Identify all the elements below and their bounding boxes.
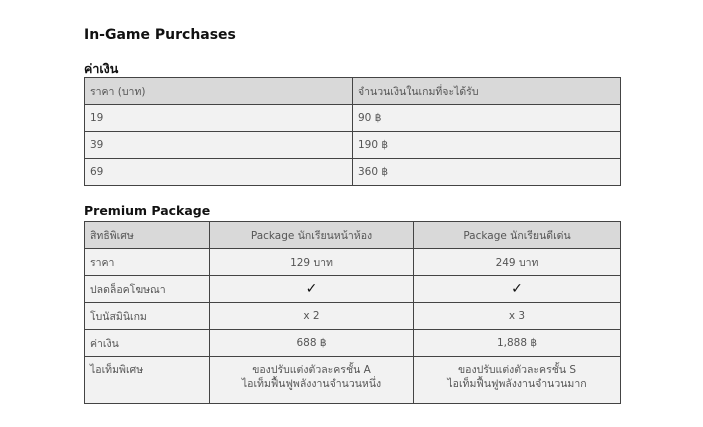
cell: ของปรับแต่งตัวละครชั้น S ไอเท็มฟื้นฟูพลัง…	[413, 356, 621, 404]
premium-table: สิทธิพิเศษ Package นักเรียนหน้าห้อง Packag…	[84, 221, 621, 404]
cell: 69	[84, 158, 353, 186]
cell: ค่าเงิน	[84, 329, 210, 357]
cell: 19	[84, 104, 353, 132]
item-line: ของปรับแต่งตัวละครชั้น S	[457, 364, 577, 376]
table-row: 19 90 ฿	[84, 104, 621, 132]
header-package-b: Package นักเรียนดีเด่น	[413, 221, 621, 249]
check-icon: ✓	[209, 275, 414, 303]
premium-heading: Premium Package	[84, 203, 211, 218]
check-icon: ✓	[413, 275, 621, 303]
cell: 129 บาท	[209, 248, 414, 276]
cell: x 2	[209, 302, 414, 330]
cell: ไอเท็มพิเศษ	[84, 356, 210, 404]
cell: 90 ฿	[352, 104, 621, 132]
cell: 249 บาท	[413, 248, 621, 276]
currency-heading: ค่าเงิน	[84, 61, 119, 76]
table-row: ไอเท็มพิเศษ ของปรับแต่งตัวละครชั้น A ไอเท…	[84, 356, 621, 404]
page-title: In-Game Purchases	[84, 27, 236, 43]
table-row: 39 190 ฿	[84, 131, 621, 159]
table-row: ปลดล็อคโฆษณา ✓ ✓	[84, 275, 621, 303]
item-line: ไอเท็มฟื้นฟูพลังงานจำนวนมาก	[447, 378, 587, 390]
table-row: ค่าเงิน 688 ฿ 1,888 ฿	[84, 329, 621, 357]
header-privilege: สิทธิพิเศษ	[84, 221, 210, 249]
cell: 1,888 ฿	[413, 329, 621, 357]
cell: x 3	[413, 302, 621, 330]
cell: 360 ฿	[352, 158, 621, 186]
cell: โบนัสมินิเกม	[84, 302, 210, 330]
cell: ราคา	[84, 248, 210, 276]
cell: ของปรับแต่งตัวละครชั้น A ไอเท็มฟื้นฟูพลัง…	[209, 356, 414, 404]
item-line: ของปรับแต่งตัวละครชั้น A	[252, 364, 371, 376]
item-line: ไอเท็มฟื้นฟูพลังงานจำนวนหนึ่ง	[241, 378, 382, 390]
cell: ปลดล็อคโฆษณา	[84, 275, 210, 303]
table-row: 69 360 ฿	[84, 158, 621, 186]
header-price: ราคา (บาท)	[84, 77, 353, 105]
cell: 190 ฿	[352, 131, 621, 159]
cell: 39	[84, 131, 353, 159]
table-header: สิทธิพิเศษ Package นักเรียนหน้าห้อง Packag…	[84, 221, 621, 249]
currency-table: ราคา (บาท) จำนวนเงินในเกมที่จะได้รับ 19 90…	[84, 77, 621, 186]
header-package-a: Package นักเรียนหน้าห้อง	[209, 221, 414, 249]
header-amount: จำนวนเงินในเกมที่จะได้รับ	[352, 77, 621, 105]
table-header: ราคา (บาท) จำนวนเงินในเกมที่จะได้รับ	[84, 77, 621, 105]
table-row: ราคา 129 บาท 249 บาท	[84, 248, 621, 276]
cell: 688 ฿	[209, 329, 414, 357]
